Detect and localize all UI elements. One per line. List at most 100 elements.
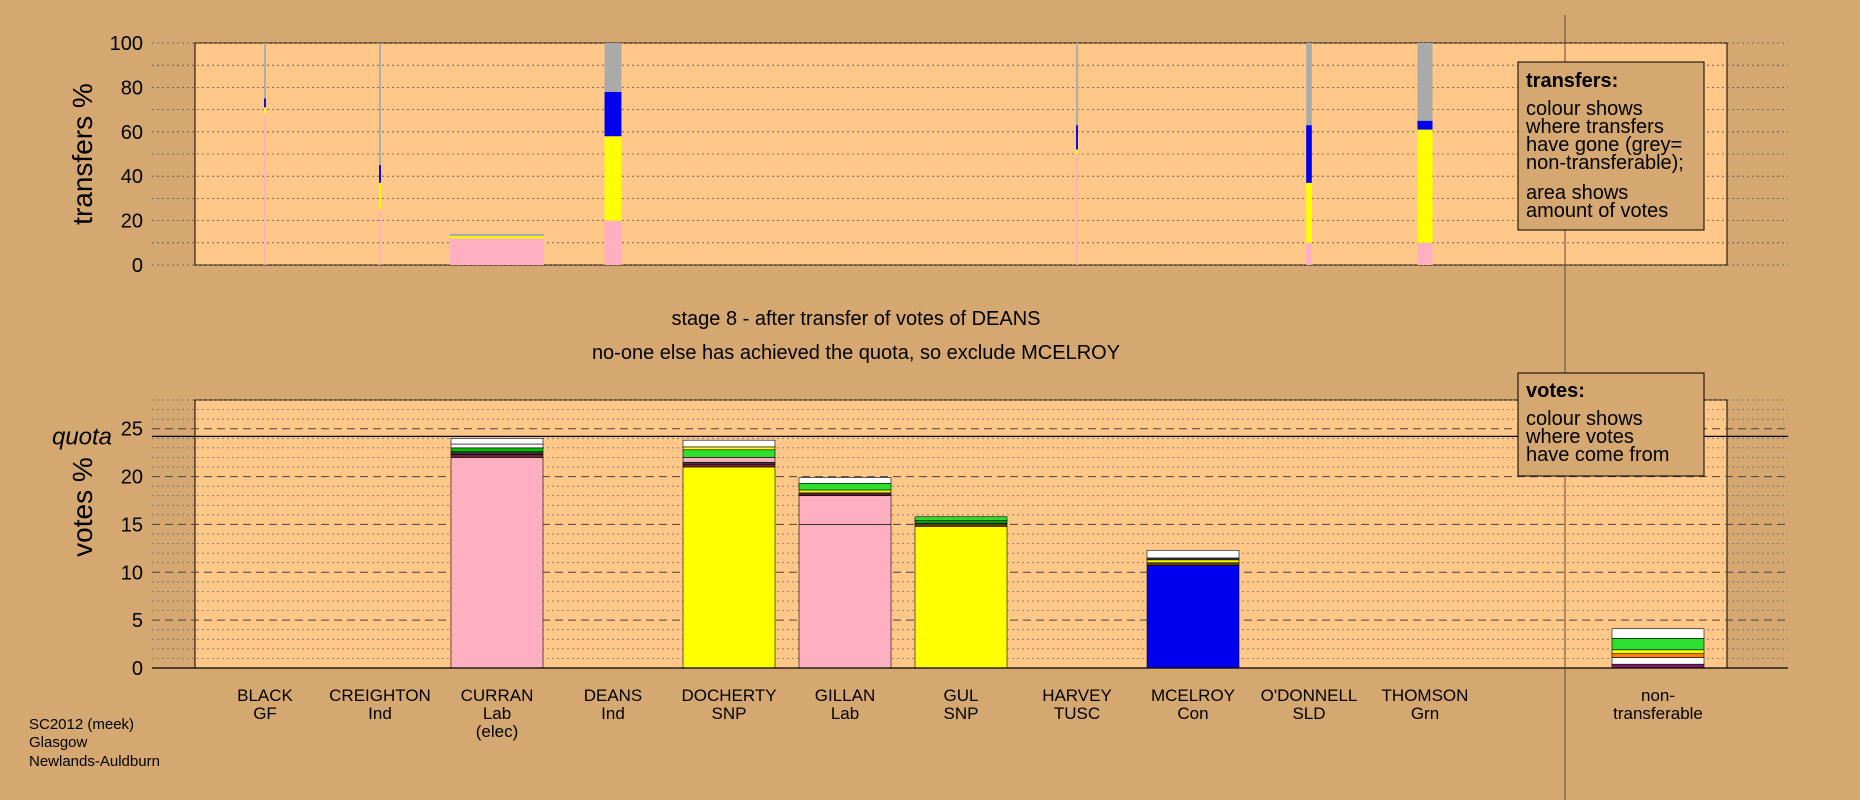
transfers-legend-line: colour shows bbox=[1526, 98, 1643, 120]
candidate-label: Ind bbox=[368, 704, 392, 723]
vote-segment-mcelroy bbox=[1146, 562, 1240, 566]
footer-line: SC2012 (meek) bbox=[29, 716, 134, 733]
vote-segment-gillan bbox=[798, 489, 892, 494]
transfers-legend-line: have gone (grey= bbox=[1526, 134, 1682, 156]
vote-segment-curran bbox=[450, 457, 544, 669]
candidate-label: non- bbox=[1641, 686, 1675, 705]
votes-y-axis-label: votes % bbox=[67, 457, 98, 557]
transfer-segment-deans bbox=[604, 91, 622, 137]
vote-segment-nontransferable bbox=[1611, 657, 1705, 665]
vote-segment-docherty bbox=[682, 439, 776, 448]
candidate-label: O'DONNELL bbox=[1261, 686, 1358, 705]
candidate-label: CURRAN bbox=[461, 686, 534, 705]
vote-segment-curran bbox=[450, 451, 544, 455]
transfer-segment-harvey bbox=[1076, 43, 1078, 126]
transfer-segment-deans bbox=[604, 220, 622, 265]
quota-label: quota bbox=[52, 423, 112, 450]
vote-segment-mcelroy bbox=[1146, 565, 1240, 669]
vote-segment-nontransferable bbox=[1611, 638, 1705, 651]
transfer-segment-harvey bbox=[1076, 149, 1078, 154]
votes-legend-line: where votes bbox=[1525, 426, 1634, 448]
footer-line: Glasgow bbox=[29, 734, 88, 751]
transfer-segment-curran bbox=[450, 238, 544, 265]
candidate-label: DOCHERTY bbox=[681, 686, 776, 705]
transfer-segment-curran bbox=[450, 236, 544, 239]
candidate-label: Con bbox=[1177, 704, 1208, 723]
votes-legend-line: have come from bbox=[1526, 444, 1669, 466]
transfers-panel: 0 20 40 60 80 100 transfers % bbox=[67, 33, 1788, 277]
transfer-segment-creighton bbox=[379, 209, 381, 265]
transfer-segment-odonnell bbox=[1306, 43, 1312, 126]
votes-legend-box bbox=[1517, 372, 1705, 477]
vote-segment-mcelroy bbox=[1146, 549, 1240, 559]
transfer-segment-thomson bbox=[1417, 120, 1433, 130]
transfer-segment-black bbox=[264, 43, 266, 99]
votes-y-tick-label: 5 bbox=[132, 610, 143, 632]
vote-segment-gillan bbox=[798, 492, 892, 497]
votes-y-tick-label: 10 bbox=[121, 562, 143, 584]
vote-segment-docherty bbox=[682, 449, 776, 458]
candidate-label: (elec) bbox=[476, 722, 519, 741]
vote-segment-gul bbox=[914, 516, 1008, 521]
vote-segment-gillan bbox=[798, 524, 892, 669]
vote-segment-nontransferable bbox=[1611, 653, 1705, 658]
status-text: no-one else has achieved the quota, so e… bbox=[592, 342, 1120, 364]
candidate-label: TUSC bbox=[1054, 704, 1100, 723]
vote-segment-gul bbox=[914, 523, 1008, 527]
transfers-legend-line: where transfers bbox=[1525, 116, 1664, 138]
candidate-label: DEANS bbox=[584, 686, 643, 705]
candidate-label: Lab bbox=[483, 704, 511, 723]
candidate-label: MCELROY bbox=[1151, 686, 1235, 705]
transfer-segment-odonnell bbox=[1306, 125, 1312, 183]
vote-segment-docherty bbox=[682, 446, 776, 451]
transfers-legend-line: area shows bbox=[1526, 182, 1628, 204]
vote-segment-gillan bbox=[798, 495, 892, 525]
vote-segment-docherty bbox=[682, 457, 776, 463]
candidate-label: SNP bbox=[944, 704, 979, 723]
votes-y-tick-label: 15 bbox=[121, 514, 143, 536]
transfers-y-tick-label: 100 bbox=[110, 33, 143, 55]
candidate-label: SNP bbox=[712, 704, 747, 723]
transfer-segment-creighton bbox=[379, 165, 381, 183]
transfer-segment-black bbox=[264, 98, 266, 108]
transfers-plot-area bbox=[194, 42, 1728, 266]
transfers-legend-line: non-transferable); bbox=[1526, 152, 1684, 174]
vote-segment-docherty bbox=[682, 463, 776, 468]
candidate-label: GF bbox=[253, 704, 277, 723]
candidate-label: SLD bbox=[1292, 704, 1325, 723]
votes-legend-line: colour shows bbox=[1526, 408, 1643, 430]
candidate-label: Ind bbox=[601, 704, 625, 723]
vote-segment-gillan bbox=[798, 477, 892, 484]
transfer-segment-thomson bbox=[1417, 129, 1433, 243]
transfer-segment-creighton bbox=[379, 182, 381, 210]
vote-segment-curran bbox=[450, 443, 544, 449]
transfers-legend: transfers: colour shows where transfers … bbox=[1517, 61, 1705, 231]
votes-legend-title: votes: bbox=[1526, 380, 1585, 402]
transfer-segment-odonnell bbox=[1306, 242, 1312, 265]
votes-y-tick-label: 20 bbox=[121, 467, 143, 489]
candidate-label: Grn bbox=[1411, 704, 1439, 723]
transfers-y-tick-label: 40 bbox=[121, 166, 143, 188]
vote-segment-gul bbox=[914, 520, 1008, 524]
vote-segment-curran bbox=[450, 454, 544, 458]
vote-segment-nontransferable bbox=[1611, 649, 1705, 654]
vote-segment-gillan bbox=[798, 482, 892, 491]
vote-segment-curran bbox=[450, 437, 544, 445]
transfers-y-tick-label: 0 bbox=[132, 255, 143, 277]
transfer-segment-harvey bbox=[1076, 154, 1078, 265]
transfers-y-tick-label: 20 bbox=[121, 211, 143, 233]
transfer-segment-black bbox=[264, 114, 266, 265]
candidate-label: GILLAN bbox=[815, 686, 875, 705]
vote-segment-docherty bbox=[682, 466, 776, 669]
candidate-label: HARVEY bbox=[1042, 686, 1112, 705]
candidate-label: transferable bbox=[1613, 704, 1703, 723]
candidate-label: THOMSON bbox=[1382, 686, 1469, 705]
candidate-label: GUL bbox=[944, 686, 979, 705]
transfer-segment-thomson bbox=[1417, 43, 1433, 121]
vote-segment-gul bbox=[914, 526, 1008, 669]
candidate-label: CREIGHTON bbox=[329, 686, 431, 705]
footer-line: Newlands-Auldburn bbox=[29, 753, 160, 770]
transfer-segment-creighton bbox=[379, 43, 381, 166]
